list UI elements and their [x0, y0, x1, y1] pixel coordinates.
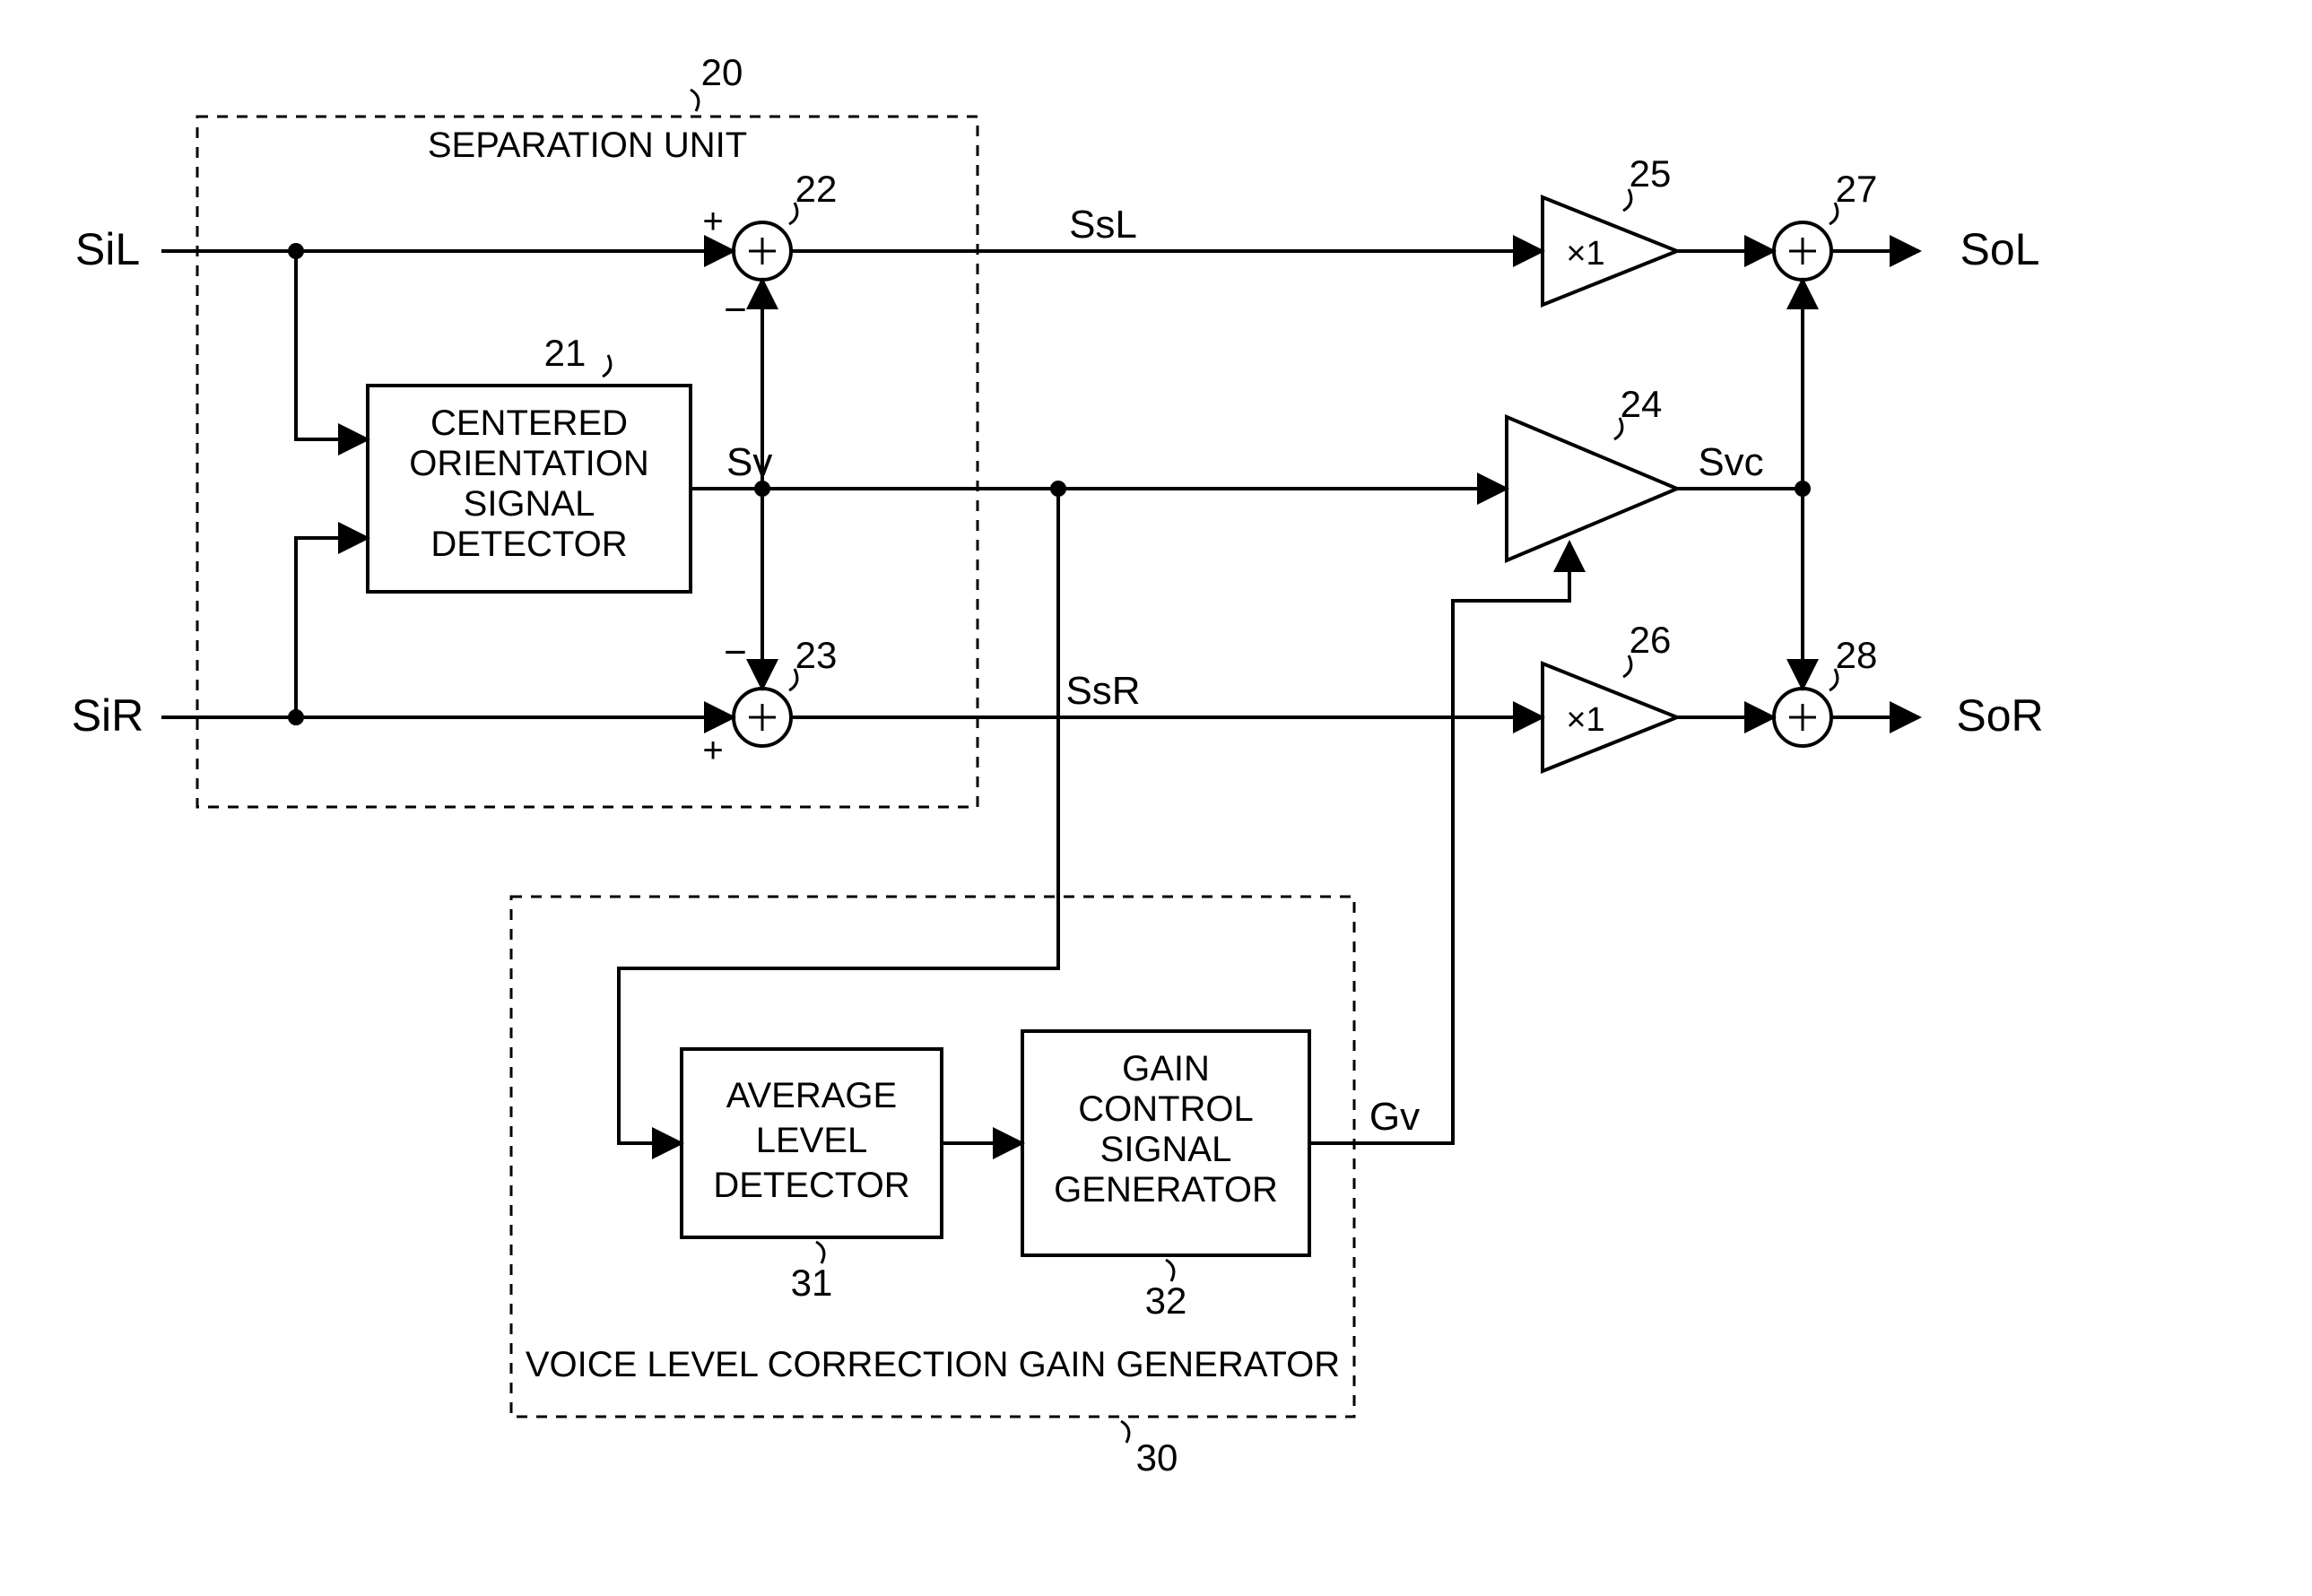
summer-28 — [1774, 689, 1831, 746]
summer-23-plus: + — [702, 731, 723, 770]
ref-tick-30 — [1121, 1421, 1129, 1443]
wire-Gv — [1309, 542, 1569, 1143]
ref-24: 24 — [1621, 383, 1663, 425]
ref-20: 20 — [701, 51, 743, 93]
summer-27 — [1774, 222, 1831, 280]
amplifier-25-label: ×1 — [1566, 235, 1604, 273]
avg-level-l2: LEVEL — [756, 1121, 868, 1160]
amplifier-24 — [1507, 417, 1677, 560]
ref-30: 30 — [1136, 1436, 1178, 1479]
ref-31: 31 — [791, 1262, 833, 1304]
label-SsL: SsL — [1069, 203, 1137, 247]
wire-SiL-to-detector — [296, 251, 368, 439]
summer-22-minus: − — [724, 288, 747, 332]
avg-level-l1: AVERAGE — [726, 1076, 897, 1115]
centered-detector-l1: CENTERED — [430, 403, 628, 443]
wire-SiR-to-detector — [296, 538, 368, 717]
label-SoL: SoL — [1960, 224, 2040, 274]
ref-tick-20 — [691, 90, 699, 111]
voice-gain-generator-title: VOICE LEVEL CORRECTION GAIN GENERATOR — [526, 1345, 1340, 1384]
ref-tick-31 — [816, 1242, 824, 1263]
ref-28: 28 — [1836, 634, 1878, 676]
avg-level-l3: DETECTOR — [713, 1166, 909, 1205]
summer-22 — [734, 222, 791, 280]
gain-ctrl-l4: GENERATOR — [1054, 1170, 1278, 1210]
ref-26: 26 — [1630, 619, 1672, 661]
ref-tick-32 — [1166, 1260, 1174, 1281]
label-SsR: SsR — [1065, 669, 1140, 713]
block-diagram: SEPARATION UNIT 20 VOICE LEVEL CORRECTIO… — [0, 0, 2312, 1596]
centered-detector-l4: DETECTOR — [430, 525, 627, 564]
gain-ctrl-l3: SIGNAL — [1100, 1130, 1232, 1169]
ref-tick-21 — [603, 355, 611, 377]
label-SiR: SiR — [72, 690, 144, 741]
summer-23-minus: − — [724, 630, 747, 674]
ref-23: 23 — [795, 634, 838, 676]
label-Gv: Gv — [1369, 1095, 1420, 1139]
amplifier-26 — [1543, 664, 1677, 771]
ref-32: 32 — [1145, 1279, 1187, 1322]
amplifier-26-label: ×1 — [1566, 701, 1604, 739]
centered-detector-l2: ORIENTATION — [409, 444, 648, 483]
separation-unit-title: SEPARATION UNIT — [428, 126, 747, 165]
ref-25: 25 — [1630, 152, 1672, 195]
amplifier-25 — [1543, 197, 1677, 305]
ref-22: 22 — [795, 168, 838, 210]
gain-ctrl-l1: GAIN — [1122, 1049, 1210, 1089]
label-Svc: Svc — [1698, 440, 1763, 484]
summer-23 — [734, 689, 791, 746]
ref-27: 27 — [1836, 168, 1878, 210]
summer-22-plus: + — [702, 202, 723, 241]
label-Sv: Sv — [726, 440, 772, 484]
gain-ctrl-l2: CONTROL — [1078, 1089, 1254, 1129]
ref-21: 21 — [544, 332, 587, 374]
label-SiL: SiL — [75, 224, 140, 274]
label-SoR: SoR — [1956, 690, 2043, 741]
centered-detector-l3: SIGNAL — [464, 484, 595, 524]
